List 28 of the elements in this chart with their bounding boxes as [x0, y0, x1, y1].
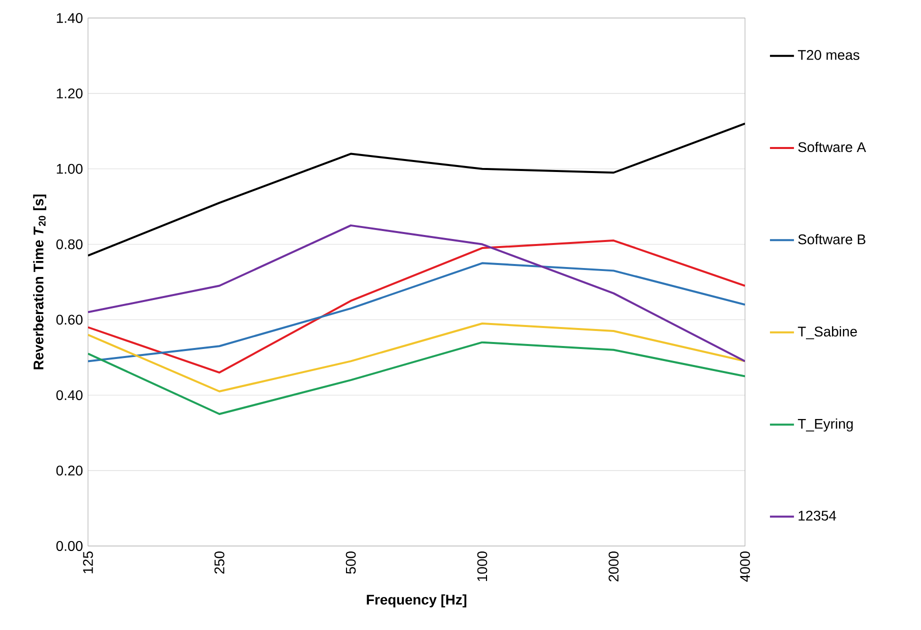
- legend-label: Software A: [798, 142, 866, 152]
- legend-label: T20 meas: [798, 50, 860, 60]
- y-axis-title: Reverberation Time T$_{20}$ [s]: [33, 194, 46, 370]
- y-tick-label: 0.00: [56, 541, 83, 551]
- x-tick-label: 4000: [740, 551, 750, 582]
- line-series: [88, 341, 745, 415]
- line-series: [88, 322, 745, 392]
- y-tick-label: 1.20: [56, 88, 83, 98]
- line-series: [88, 224, 745, 362]
- y-tick-label: 1.40: [56, 13, 83, 23]
- legend-label: T_Eyring: [798, 418, 853, 432]
- legend-label: Software B: [798, 234, 866, 244]
- legend-label: T_Sabine: [798, 326, 857, 340]
- x-tick-label: 1000: [477, 551, 488, 582]
- line-series: [88, 262, 745, 362]
- y-tick-label: 0.40: [56, 390, 83, 400]
- line-series: [88, 122, 745, 257]
- y-tick-label: 0.80: [56, 239, 83, 250]
- y-tick-label: 1.00: [56, 164, 83, 174]
- x-tick-label: 125: [83, 552, 93, 574]
- x-tick-label: 250: [214, 551, 224, 574]
- x-tick-label: 2000: [608, 551, 619, 582]
- legend-label: 12354: [798, 510, 836, 521]
- y-tick-label: 0.20: [56, 466, 83, 476]
- line-series: [88, 240, 745, 374]
- x-axis-title: Frequency [Hz]: [366, 594, 466, 608]
- y-tick-label: 0.60: [56, 314, 83, 325]
- x-tick-label: 500: [346, 551, 356, 574]
